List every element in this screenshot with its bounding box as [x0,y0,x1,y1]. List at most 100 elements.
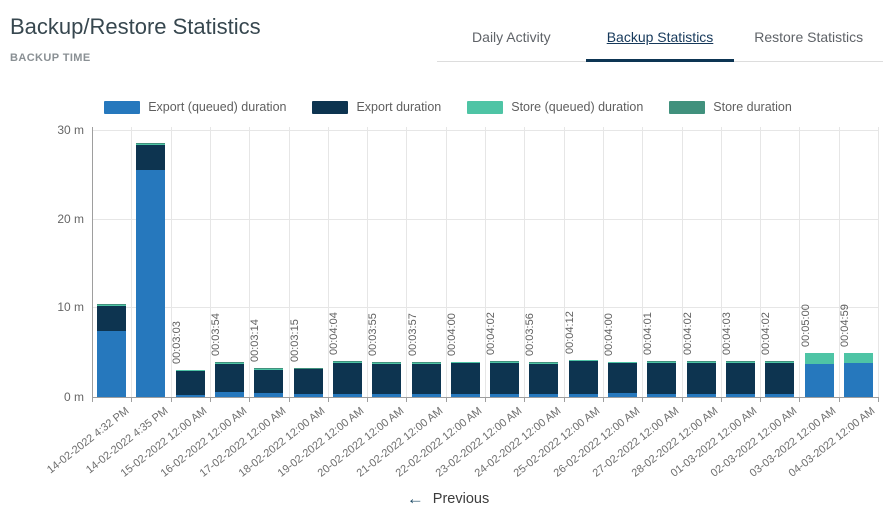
bar-segment[interactable] [490,362,520,395]
bar-01-03-2022 12:00 AM[interactable] [725,361,755,397]
bar-segment[interactable] [843,362,873,397]
bar-17-02-2022 12:00 AM[interactable] [254,368,284,397]
bar-segment[interactable] [293,368,323,370]
bar-25-02-2022 12:00 AM[interactable] [568,359,598,397]
bar-segment[interactable] [765,361,795,362]
bar-segment[interactable] [411,362,441,363]
bar-segment[interactable] [490,361,520,362]
bar-segment[interactable] [215,392,245,397]
bar-segment[interactable] [254,368,284,370]
bar-segment[interactable] [568,394,598,397]
bar-segment[interactable] [529,362,559,364]
bar-segment[interactable] [372,362,402,364]
bar-segment[interactable] [450,361,480,363]
vgridline [603,127,604,397]
bar-segment[interactable] [254,369,284,393]
bar-20-02-2022 12:00 AM[interactable] [372,362,402,397]
bar-18-02-2022 12:00 AM[interactable] [293,368,323,397]
bar-segment[interactable] [215,362,245,364]
bar-24-02-2022 12:00 AM[interactable] [529,362,559,397]
x-axis-line [92,397,878,398]
bar-segment[interactable] [725,361,755,363]
tab-restore-statistics[interactable]: Restore Statistics [754,29,864,45]
bar-segment[interactable] [332,362,362,394]
tab-backup-statistics[interactable]: Backup Statistics [585,13,735,62]
bar-16-02-2022 12:00 AM[interactable] [215,362,245,397]
bar-segment[interactable] [725,394,755,397]
bar-segment[interactable] [843,353,873,363]
bar-segment[interactable] [372,362,402,363]
bar-segment[interactable] [686,362,716,394]
bar-segment[interactable] [136,143,166,144]
bar-23-02-2022 12:00 AM[interactable] [490,361,520,397]
bar-segment[interactable] [97,304,127,305]
bar-segment[interactable] [332,360,362,362]
bar-segment[interactable] [686,361,716,362]
bar-segment[interactable] [175,370,205,372]
bar-19-02-2022 12:00 AM[interactable] [332,360,362,397]
bar-segment[interactable] [686,393,716,397]
bar-segment[interactable] [608,362,638,364]
bar-segment[interactable] [293,394,323,397]
vgridline [131,127,132,397]
bar-segment[interactable] [411,362,441,364]
bar-segment[interactable] [647,393,677,397]
bar-14-02-2022 4:35 PM[interactable] [136,143,166,397]
bar-segment[interactable] [686,361,716,363]
bar-04-03-2022 12:00 AM[interactable] [843,352,873,397]
bar-22-02-2022 12:00 AM[interactable] [450,361,480,397]
bar-segment[interactable] [450,363,480,394]
bar-segment[interactable] [725,361,755,362]
bar-segment[interactable] [608,361,638,363]
y-axis-line [92,127,93,397]
bar-02-03-2022 12:00 AM[interactable] [765,361,795,397]
tab-daily-activity[interactable]: Daily Activity [472,29,551,45]
bar-segment[interactable] [293,369,323,395]
bar-segment[interactable] [804,363,834,397]
bar-segment[interactable] [647,361,677,362]
bar-segment[interactable] [804,353,834,364]
bar-segment[interactable] [136,145,166,171]
bar-segment[interactable] [372,394,402,397]
bar-segment[interactable] [529,362,559,363]
bar-segment[interactable] [765,362,795,394]
bar-segment[interactable] [647,361,677,363]
bar-segment[interactable] [568,361,598,395]
bar-segment[interactable] [136,143,166,146]
bar-segment[interactable] [97,305,127,331]
bar-segment[interactable] [372,363,402,395]
bar-14-02-2022 4:32 PM[interactable] [97,304,127,397]
bar-27-02-2022 12:00 AM[interactable] [647,361,677,397]
bar-21-02-2022 12:00 AM[interactable] [411,362,441,397]
bar-segment[interactable] [175,371,205,395]
bar-segment[interactable] [647,362,677,394]
bar-segment[interactable] [568,360,598,362]
bar-segment[interactable] [725,362,755,395]
bar-28-02-2022 12:00 AM[interactable] [686,361,716,397]
bar-segment[interactable] [450,393,480,397]
bar-segment[interactable] [97,304,127,306]
bar-segment[interactable] [411,363,441,394]
bar-segment[interactable] [254,392,284,397]
bar-03-03-2022 12:00 AM[interactable] [804,352,834,397]
bar-15-02-2022 12:00 AM[interactable] [175,369,205,397]
bar-segment[interactable] [608,363,638,394]
bar-segment[interactable] [97,330,127,397]
bar-segment[interactable] [175,394,205,397]
bar-segment[interactable] [490,361,520,363]
bar-segment[interactable] [765,393,795,397]
bar-segment[interactable] [490,394,520,397]
bar-26-02-2022 12:00 AM[interactable] [608,361,638,397]
bar-segment[interactable] [332,361,362,363]
bar-segment[interactable] [215,363,245,393]
bar-segment[interactable] [529,393,559,397]
bar-segment[interactable] [765,361,795,363]
bar-segment[interactable] [608,393,638,397]
bar-segment[interactable] [568,359,598,361]
bar-segment[interactable] [450,362,480,364]
bar-segment[interactable] [332,393,362,397]
bar-segment[interactable] [529,363,559,394]
previous-button[interactable]: ← Previous [0,490,896,507]
bar-segment[interactable] [136,170,166,397]
bar-segment[interactable] [411,393,441,397]
